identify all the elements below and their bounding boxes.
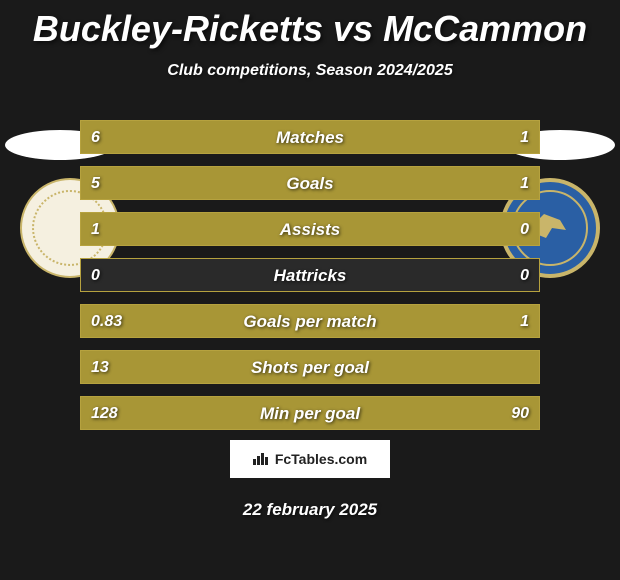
value-left: 13 (91, 351, 109, 384)
value-right: 90 (511, 397, 529, 430)
value-right: 0 (520, 213, 529, 246)
stat-label: Shots per goal (251, 351, 369, 384)
stat-row: 0.83 1 Goals per match (80, 304, 540, 338)
stat-row: 1 0 Assists (80, 212, 540, 246)
value-left: 1 (91, 213, 100, 246)
value-right: 1 (520, 305, 529, 338)
stat-row: 128 90 Min per goal (80, 396, 540, 430)
subtitle: Club competitions, Season 2024/2025 (0, 62, 620, 80)
stat-label: Goals per match (243, 305, 376, 338)
stat-row: 0 0 Hattricks (80, 258, 540, 292)
value-left: 6 (91, 121, 100, 154)
stat-label: Min per goal (260, 397, 360, 430)
chart-icon (253, 451, 269, 468)
stat-label: Goals (286, 167, 333, 200)
value-right: 0 (520, 259, 529, 292)
page-title: Buckley-Ricketts vs McCammon (0, 0, 620, 50)
stat-row: 5 1 Goals (80, 166, 540, 200)
date-label: 22 february 2025 (243, 500, 377, 520)
value-left: 5 (91, 167, 100, 200)
credit-badge: FcTables.com (230, 440, 390, 478)
value-left: 128 (91, 397, 118, 430)
bar-right (388, 121, 539, 153)
value-right: 1 (520, 121, 529, 154)
stat-row: 13 Shots per goal (80, 350, 540, 384)
value-left: 0 (91, 259, 100, 292)
stat-row: 6 1 Matches (80, 120, 540, 154)
stat-label: Matches (276, 121, 344, 154)
credit-text: FcTables.com (275, 451, 367, 467)
stats-container: 6 1 Matches 5 1 Goals 1 0 Assists 0 0 Hattricks 0.83… (80, 120, 540, 442)
value-left: 0.83 (91, 305, 122, 338)
value-right: 1 (520, 167, 529, 200)
stat-label: Assists (280, 213, 340, 246)
stat-label: Hattricks (274, 259, 347, 292)
